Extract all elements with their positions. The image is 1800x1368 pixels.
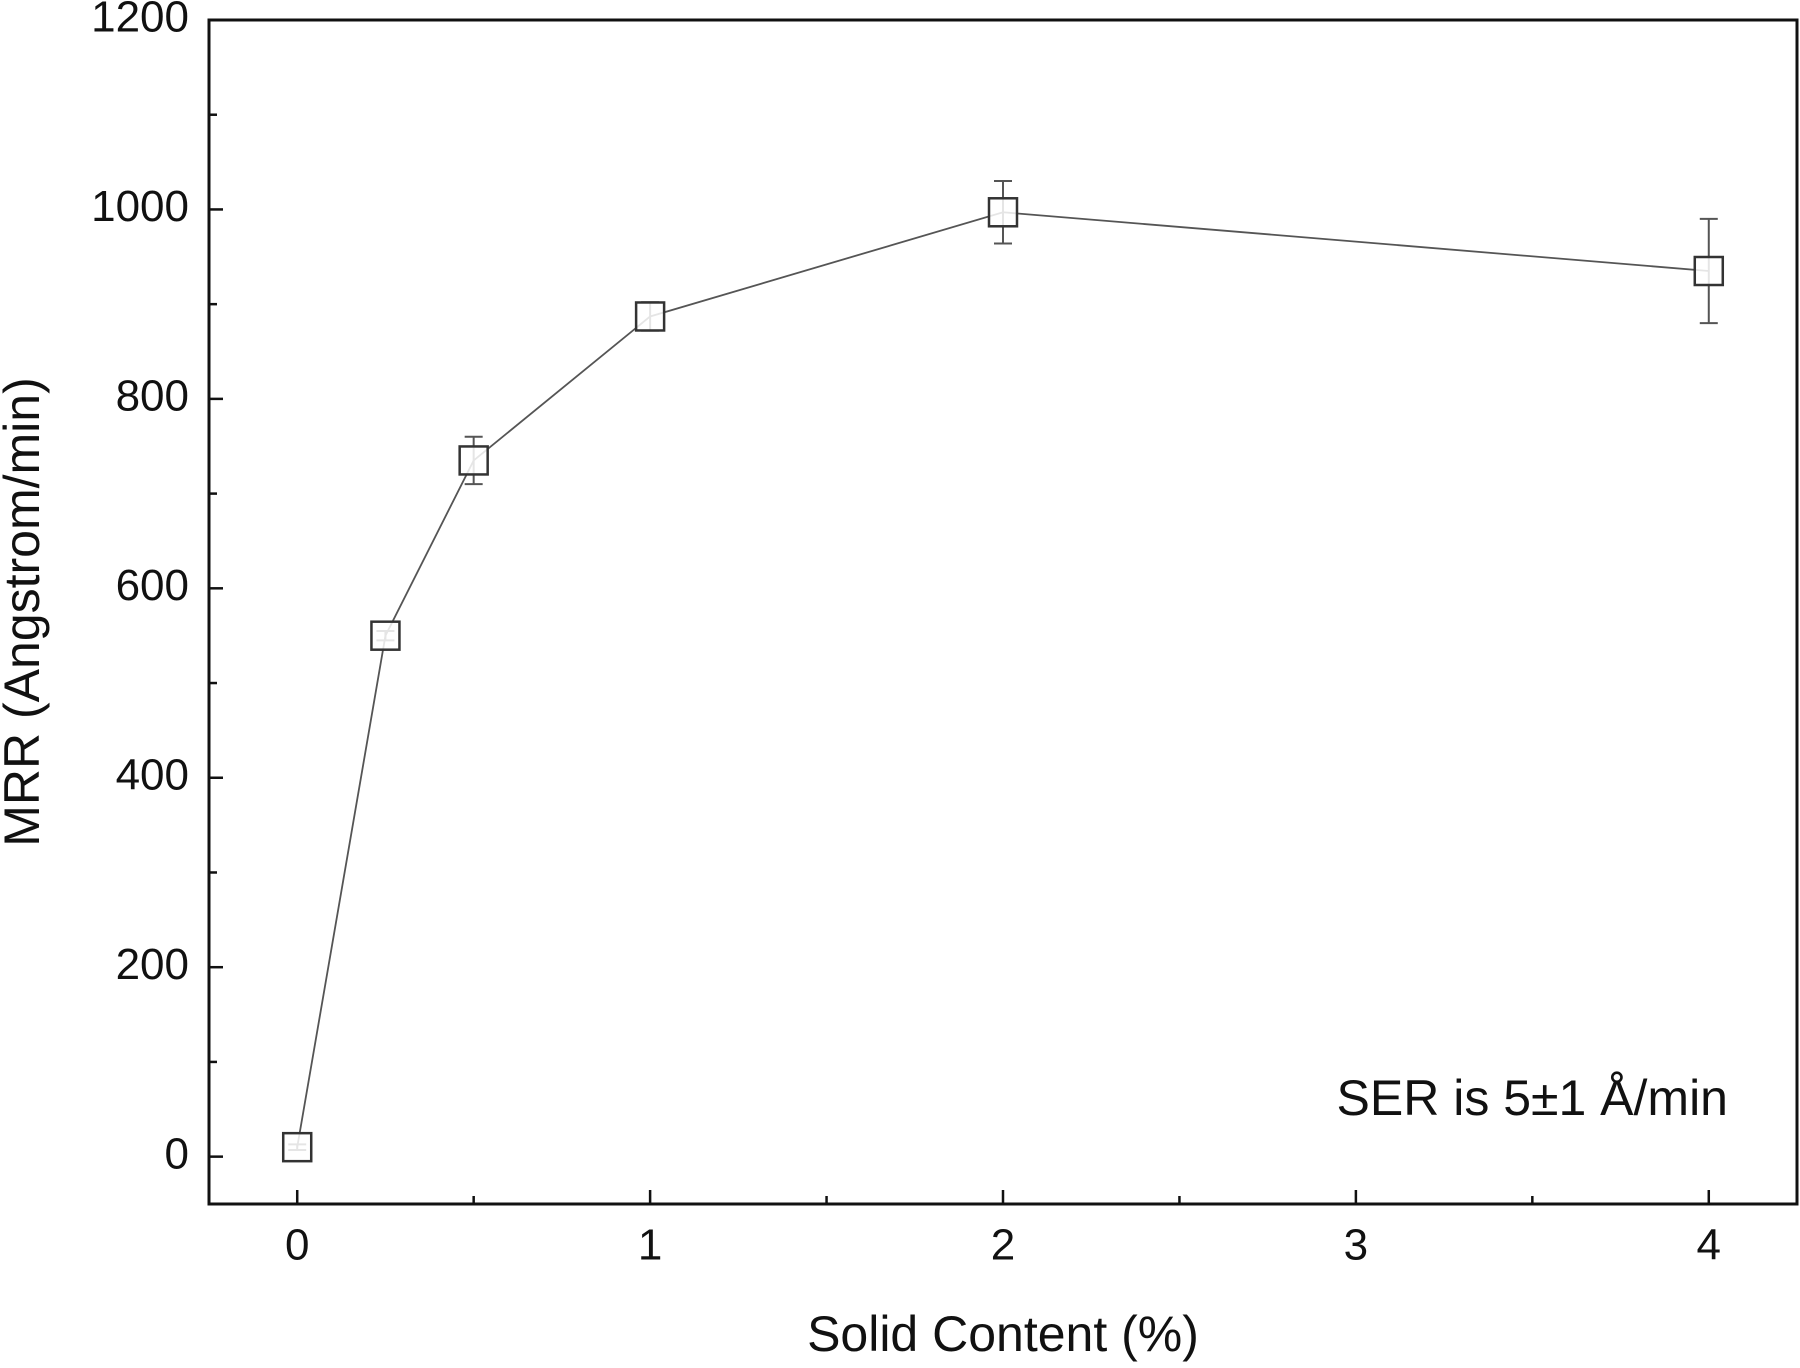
x-tick-label: 2 [991,1221,1015,1270]
marker [634,301,666,332]
y-tick-label: 1000 [91,182,189,231]
y-tick-label: 800 [116,372,189,421]
x-tick-label: 3 [1344,1221,1368,1270]
series-line [296,211,1709,1148]
y-axis-title: MRR (Angstrom/min) [0,377,50,846]
marker [1693,255,1725,287]
y-tick-label: 400 [116,750,189,799]
x-tick-label: 0 [285,1221,309,1270]
x-tick-label: 1 [638,1221,662,1270]
y-tick-label: 200 [116,940,189,989]
marker [370,620,401,651]
marker [281,1131,313,1163]
y-tick-label: 1200 [91,0,189,42]
y-tick-label: 600 [116,561,189,610]
y-tick-label: 0 [165,1129,189,1178]
marker [987,197,1019,228]
x-tick-label: 4 [1697,1221,1721,1270]
annotation: SER is 5±1 Å/min [1337,1070,1728,1126]
x-axis-title: Solid Content (%) [807,1306,1199,1362]
marker [458,445,489,476]
